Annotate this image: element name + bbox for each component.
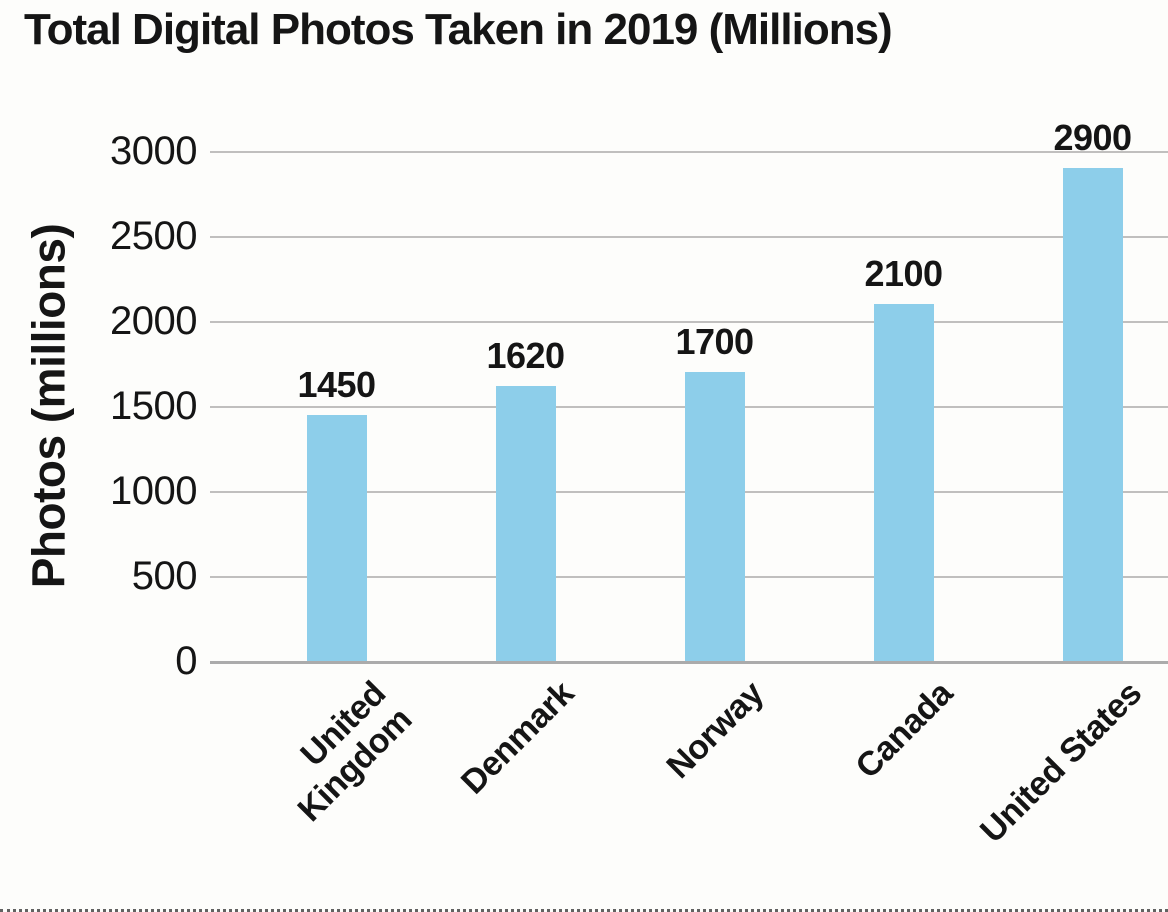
y-tick-label-0: 0 xyxy=(175,639,197,683)
bar-4 xyxy=(873,304,934,661)
gridline-2000 xyxy=(210,321,1168,323)
y-tick-label-3000: 3000 xyxy=(110,129,197,173)
y-axis-title: Photos (millions) xyxy=(22,223,75,589)
plot-area: 0 500 1000 1500 2000 2500 3000 1450 United Kingd… xyxy=(110,120,1168,850)
y-tick-label-500: 500 xyxy=(131,554,198,598)
y-tick-label-1000: 1000 xyxy=(110,469,197,513)
x-tick-label-3: Norway xyxy=(659,674,771,786)
bar-3 xyxy=(684,372,745,661)
gridline-2500 xyxy=(210,236,1168,238)
bar-value-label-2: 1620 xyxy=(486,334,565,376)
bottom-edge-artifact xyxy=(0,909,1168,912)
bar-value-label-1: 1450 xyxy=(297,363,376,405)
x-tick-label-4: Canada xyxy=(848,674,960,786)
bar-1 xyxy=(306,414,367,661)
x-axis-baseline xyxy=(210,661,1168,664)
y-tick-label-2000: 2000 xyxy=(110,299,197,343)
bar-2 xyxy=(495,385,556,661)
y-tick-label-2500: 2500 xyxy=(110,214,197,258)
gridline-3000 xyxy=(210,151,1168,153)
chart-title: Total Digital Photos Taken in 2019 (Mill… xyxy=(24,5,893,54)
x-tick-label-1: United Kingdom xyxy=(290,674,419,829)
bar-value-label-4: 2100 xyxy=(864,253,943,294)
x-tick-label-2: Denmark xyxy=(454,674,582,802)
bar-value-label-3: 1700 xyxy=(675,321,754,362)
bar-5 xyxy=(1062,168,1123,661)
bar-value-label-5: 2900 xyxy=(1053,117,1132,158)
y-tick-label-1500: 1500 xyxy=(110,384,197,428)
x-tick-label-5: United States xyxy=(972,674,1149,851)
